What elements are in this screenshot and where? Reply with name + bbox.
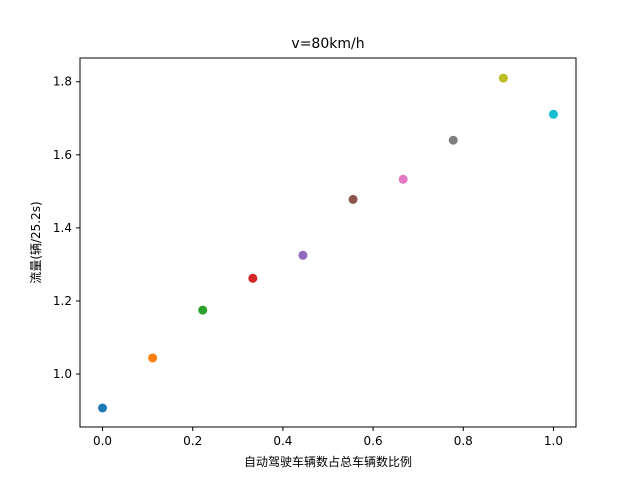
plot-frame	[79, 57, 577, 428]
y-tick-label: 1.4	[53, 221, 72, 235]
data-point-4	[298, 250, 308, 260]
data-point-9	[548, 109, 558, 119]
y-tick-label: 1.6	[53, 148, 72, 162]
x-axis: 0.0 0.2 0.4 0.6 0.8 1.0	[93, 427, 563, 448]
y-tick-label: 1.8	[53, 75, 72, 89]
x-tick-label: 0.6	[364, 434, 383, 448]
x-tick-label: 0.4	[273, 434, 292, 448]
x-tick-label: 0.2	[183, 434, 202, 448]
data-point-6	[398, 174, 408, 184]
chart-title: v=80km/h	[291, 36, 364, 52]
x-tick-label: 0.8	[454, 434, 473, 448]
data-point-5	[348, 194, 358, 204]
data-point-0	[98, 403, 108, 413]
y-tick-label: 1.0	[53, 367, 72, 381]
y-tick-label: 1.2	[53, 294, 72, 308]
plot-area	[98, 73, 558, 413]
x-tick-label: 0.0	[93, 434, 112, 448]
data-point-2	[198, 305, 208, 315]
x-axis-label: 自动驾驶车辆数占总车辆数比例	[244, 454, 412, 469]
y-axis-label: 流量(辆/25.2s)	[29, 201, 43, 283]
data-point-3	[248, 273, 258, 283]
data-point-1	[148, 353, 158, 363]
data-point-8	[498, 73, 508, 83]
y-axis: 1.0 1.2 1.4 1.6 1.8	[53, 75, 80, 381]
data-point-7	[448, 135, 458, 145]
x-tick-label: 1.0	[544, 434, 563, 448]
